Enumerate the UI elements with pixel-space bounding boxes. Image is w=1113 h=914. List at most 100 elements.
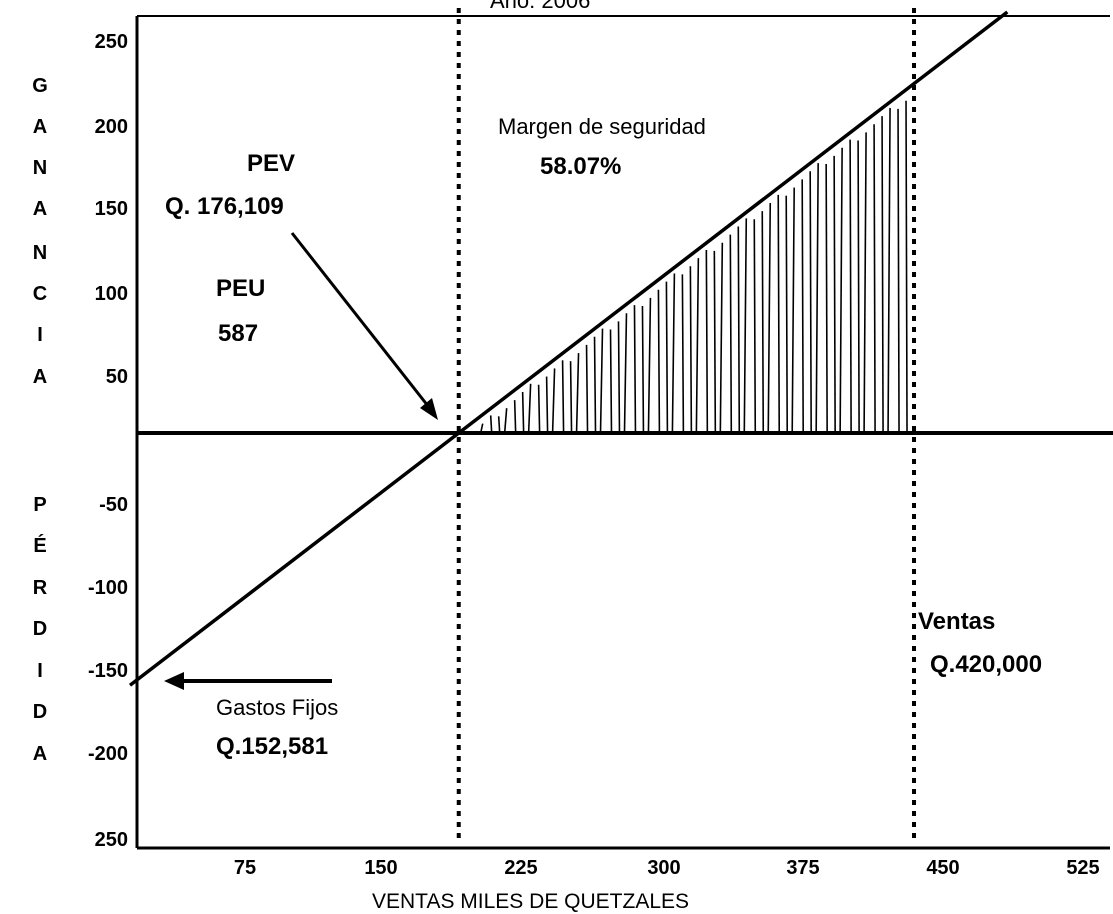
hatch-line — [713, 250, 717, 434]
hatch-line — [873, 124, 876, 434]
ylabel-letter: D — [32, 701, 48, 723]
pev-arrow-line — [290, 232, 430, 407]
x-tick-label: 75 — [233, 857, 257, 879]
hatch-line — [767, 202, 772, 434]
safety-margin-hatching — [466, 100, 908, 434]
margin-label: Margen de seguridad — [498, 114, 706, 139]
x-tick-label: 375 — [786, 857, 820, 879]
pev-label: PEV — [247, 150, 296, 177]
y-tick-label: -100 — [87, 577, 128, 599]
hatch-line — [863, 132, 867, 434]
hatch-line — [537, 384, 541, 434]
ylabel-letter: C — [32, 283, 48, 305]
hatch-line — [657, 289, 661, 434]
hatch-line — [737, 226, 741, 434]
hatch-line — [503, 408, 508, 434]
y-tick-label: 250 — [94, 31, 128, 53]
y-tick-label: -150 — [87, 660, 128, 682]
x-tick-label: 300 — [647, 857, 681, 879]
hatch-line — [881, 116, 884, 434]
sales-value: Q.420,000 — [930, 651, 1043, 678]
hatch-line — [753, 219, 757, 434]
chart-year-title: Año: 2006 — [490, 0, 591, 13]
ylabel-letter: N — [32, 242, 48, 264]
ylabel-letter: A — [32, 198, 48, 220]
hatch-line — [569, 361, 573, 434]
ylabel-letter: I — [37, 324, 43, 346]
hatch-line — [905, 100, 908, 434]
chart-frame — [135, 15, 1113, 850]
ylabel-letter: D — [32, 618, 48, 640]
ylabel-letter: A — [32, 116, 48, 138]
chart-lines — [128, 8, 1009, 840]
hatch-line — [681, 274, 685, 434]
ylabel-letter: É — [33, 535, 47, 557]
fixed-costs-label: Gastos Fijos — [216, 695, 339, 720]
x-tick-label: 225 — [504, 857, 538, 879]
hatch-line — [705, 249, 709, 434]
hatch-line — [575, 353, 580, 434]
hatch-line — [561, 360, 565, 434]
hatch-line — [551, 368, 556, 434]
x-tick-label: 450 — [926, 857, 960, 879]
y-tick-label: 150 — [94, 198, 128, 220]
pev-value: Q. 176,109 — [165, 193, 284, 220]
y-tick-label: 100 — [94, 283, 128, 305]
ylabel-letter: G — [32, 75, 48, 97]
hatch-line — [633, 305, 637, 434]
ylabel-letter: A — [32, 366, 48, 388]
hatch-line — [839, 147, 843, 434]
ylabel-letter: A — [32, 743, 48, 765]
hatch-line — [585, 344, 589, 434]
hatch-line — [665, 281, 669, 434]
hatch-line — [791, 187, 796, 434]
hatch-line — [825, 164, 828, 434]
hatch-line — [527, 383, 532, 434]
hatch-line — [623, 313, 628, 434]
profit-line — [128, 10, 1009, 687]
hatch-line — [617, 321, 621, 434]
y-tick-label: 200 — [94, 116, 128, 138]
hatch-line — [849, 139, 852, 434]
hatch-line — [719, 242, 724, 434]
hatch-line — [489, 415, 493, 434]
y-tick-label: -50 — [99, 494, 128, 516]
margin-value: 58.07% — [540, 153, 622, 180]
hatch-line — [743, 218, 748, 434]
hatch-line — [609, 329, 613, 434]
hatch-line — [809, 171, 812, 434]
hatch-line — [689, 266, 693, 434]
hatch-line — [599, 328, 604, 434]
y-tick-label: -200 — [87, 743, 128, 765]
hatch-line — [785, 195, 789, 434]
peu-value: 587 — [218, 320, 259, 347]
hatch-line — [513, 400, 517, 434]
x-axis-title: VENTAS MILES DE QUETZALES — [372, 890, 690, 913]
ylabel-letter: N — [32, 157, 48, 179]
hatch-line — [729, 234, 733, 434]
hatch-line — [887, 107, 891, 434]
hatch-line — [761, 211, 765, 434]
hatch-line — [641, 306, 645, 434]
hatch-line — [833, 155, 836, 434]
y-tick-label: 250 — [94, 829, 128, 851]
hatch-line — [897, 108, 900, 434]
pev-arrow-head — [420, 398, 438, 420]
hatch-line — [593, 336, 597, 434]
fixed-costs-arrow-head — [164, 672, 184, 690]
hatch-line — [815, 163, 819, 434]
x-tick-label: 525 — [1066, 857, 1100, 879]
x-tick-label: 150 — [364, 857, 398, 879]
hatch-line — [801, 179, 804, 434]
hatch-line — [777, 194, 781, 434]
hatch-line — [521, 391, 525, 434]
hatch-line — [671, 273, 676, 434]
ylabel-letter: I — [37, 660, 43, 682]
hatch-line — [857, 140, 860, 434]
fixed-costs-value: Q.152,581 — [216, 733, 329, 760]
sales-label: Ventas — [918, 608, 996, 635]
hatch-line — [695, 258, 700, 434]
y-tick-label: 50 — [105, 366, 128, 388]
hatch-line — [647, 297, 652, 434]
